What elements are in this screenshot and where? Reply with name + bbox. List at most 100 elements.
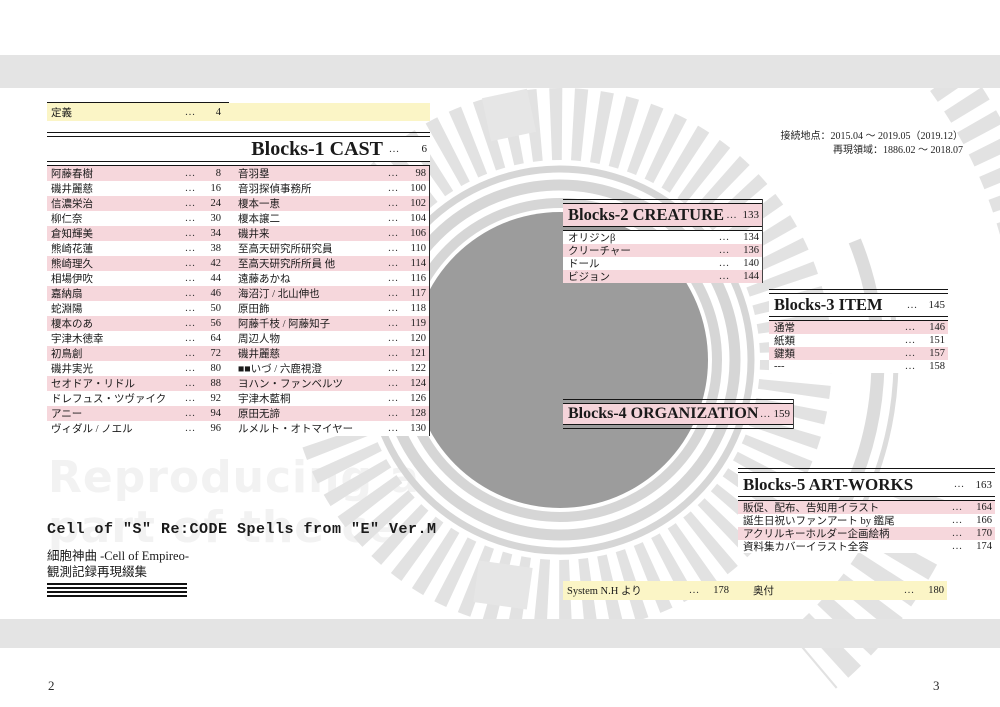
item-page: 136 — [743, 245, 759, 256]
leader-dots: … — [387, 423, 399, 434]
blocks1-cast-section: Blocks-1 CAST … 6 阿藤春樹 … 8 音羽塁 … 98 磯井麗慈 … 16 音羽探… — [47, 132, 430, 436]
leader-dots: … — [387, 228, 399, 239]
cast-row: 蛇淵陽 … 50 原田飾 … 118 — [47, 301, 429, 316]
cast-row: 初鳥創 … 72 磯井麗慈 … 121 — [47, 346, 429, 361]
cast-page: 121 — [410, 348, 426, 359]
cast-row: ヴィダル / ノエル … 96 ルメルト・オトマイヤー … 130 — [47, 421, 429, 436]
blocks5-title: Blocks-5 ART-WORKS — [743, 474, 914, 494]
blocks3-title: Blocks-3 ITEM — [774, 295, 883, 314]
leader-dots: … — [184, 288, 196, 299]
leader-dots: … — [387, 168, 399, 179]
leader-dots: … — [184, 408, 196, 419]
cast-name: 磯井麗慈 — [51, 184, 93, 195]
leader-dots: … — [387, 213, 399, 224]
cast-name: 蛇淵陽 — [51, 304, 83, 315]
cast-page: 116 — [410, 273, 426, 284]
leader-dots: … — [951, 502, 963, 513]
leader-dots: … — [387, 408, 399, 419]
item-label: 通常 — [774, 323, 795, 334]
double-rule — [738, 468, 995, 473]
leader-dots: … — [951, 528, 963, 539]
item-page: 134 — [743, 232, 759, 243]
cast-name: 至高天研究所研究員 — [238, 244, 333, 255]
leader-dots: … — [184, 243, 196, 254]
cast-row: ドレフュス・ツヴァイク … 92 宇津木藍桐 … 126 — [47, 391, 429, 406]
cast-page: 118 — [410, 303, 426, 314]
blocks1-header: Blocks-1 CAST … 6 — [47, 137, 430, 161]
cast-page: 117 — [410, 288, 426, 299]
cast-name: セオドア・リドル — [51, 379, 135, 390]
leader-dots: … — [718, 232, 730, 243]
leader-dots: … — [387, 318, 399, 329]
cast-page: 88 — [210, 378, 222, 389]
leader-dots: … — [759, 408, 771, 420]
cast-name: 阿藤千枝 / 阿藤知子 — [238, 319, 331, 330]
cast-page: 94 — [210, 408, 222, 419]
book-subtitle-1: 細胞神曲 -Cell of Empireo- — [47, 549, 189, 563]
leader-dots: … — [387, 348, 399, 359]
cast-row: 熊崎花蓮 … 38 至高天研究所研究員 … 110 — [47, 241, 429, 256]
cast-name: ■■いづ / 六鹿視澄 — [238, 364, 322, 375]
leader-dots: … — [387, 303, 399, 314]
leader-dots: … — [388, 143, 400, 155]
leader-dots: … — [184, 168, 196, 179]
item-label: ドール — [568, 259, 600, 270]
double-rule — [563, 424, 793, 429]
cast-page: 102 — [410, 198, 426, 209]
leader-dots: … — [387, 378, 399, 389]
cast-page: 44 — [210, 273, 222, 284]
leader-dots: … — [387, 333, 399, 344]
cast-name: ヨハン・ファンベルツ — [238, 379, 343, 390]
watermark-line-2: part of the ce — [48, 502, 400, 553]
blocks4-title: Blocks-4 ORGANIZATION — [568, 405, 759, 422]
cast-name: 相場伊吹 — [51, 274, 93, 285]
item-label: --- — [774, 361, 785, 372]
blocks3-page: 145 — [928, 299, 946, 311]
blocks4-organization-section: Blocks-4 ORGANIZATION … 159 — [563, 399, 794, 429]
double-rule — [769, 289, 948, 294]
blocks1-page: 6 — [421, 143, 428, 155]
leader-dots: … — [904, 348, 916, 359]
bottom-gray-bar — [0, 619, 1000, 648]
cast-name: 宇津木徳幸 — [51, 334, 104, 345]
item-page: 140 — [743, 258, 759, 269]
item-label: ビジョン — [568, 272, 610, 283]
book-title: Cell of "S" Re:CODE Spells from "E" Ver.… — [47, 521, 437, 538]
cast-page: 30 — [210, 213, 222, 224]
cast-name: ルメルト・オトマイヤー — [238, 424, 354, 435]
cast-page: 106 — [410, 228, 426, 239]
cast-name: 熊崎理久 — [51, 259, 93, 270]
cast-row: 倉知輝美 … 34 磯井来 … 106 — [47, 226, 429, 241]
cast-name: 音羽探偵事務所 — [238, 184, 312, 195]
cast-page: 100 — [410, 183, 426, 194]
blocks2-title: Blocks-2 CREATURE — [568, 205, 725, 224]
cast-name: アニー — [51, 409, 83, 420]
item-page: 157 — [929, 348, 945, 359]
leader-dots: … — [184, 228, 196, 239]
blocks1-title: Blocks-1 CAST — [251, 137, 383, 160]
blocks5-items: 販促、配布、告知用イラスト… 164 誕生日祝いファンアート by 鑑尾… 166 アク… — [738, 501, 995, 553]
double-rule — [738, 496, 995, 501]
cast-table: 阿藤春樹 … 8 音羽塁 … 98 磯井麗慈 … 16 音羽探偵事務所 … 100 信濃栄治 … 24 榎本一… — [47, 166, 430, 436]
leader-dots: … — [184, 333, 196, 344]
cast-name: 原田飾 — [238, 304, 270, 315]
cast-page: 122 — [410, 363, 426, 374]
cast-page: 104 — [410, 213, 426, 224]
cast-page: 114 — [410, 258, 426, 269]
cast-page: 24 — [210, 198, 222, 209]
toc-item-row: アクリルキーホルダー企画絵柄 … 170 — [738, 527, 995, 540]
leader-dots: … — [387, 258, 399, 269]
page-number-right: 3 — [933, 678, 940, 693]
leader-dots: … — [184, 423, 196, 434]
toc-item-row: 資料集カバーイラスト全容 … 174 — [738, 540, 995, 553]
toc-item-row: ビジョン … 144 — [563, 270, 762, 283]
toc-item-row: 誕生日祝いファンアート by 鑑尾 … 166 — [738, 514, 995, 527]
blocks5-page: 163 — [975, 478, 993, 491]
leader-dots: … — [184, 318, 196, 329]
item-page: 158 — [929, 361, 945, 372]
leader-dots: … — [904, 335, 916, 346]
cast-page: 130 — [410, 423, 426, 434]
cast-row: 熊崎理久 … 42 至高天研究所所員 他 … 114 — [47, 256, 429, 271]
cast-page: 92 — [210, 393, 222, 404]
cast-page: 8 — [215, 168, 221, 179]
